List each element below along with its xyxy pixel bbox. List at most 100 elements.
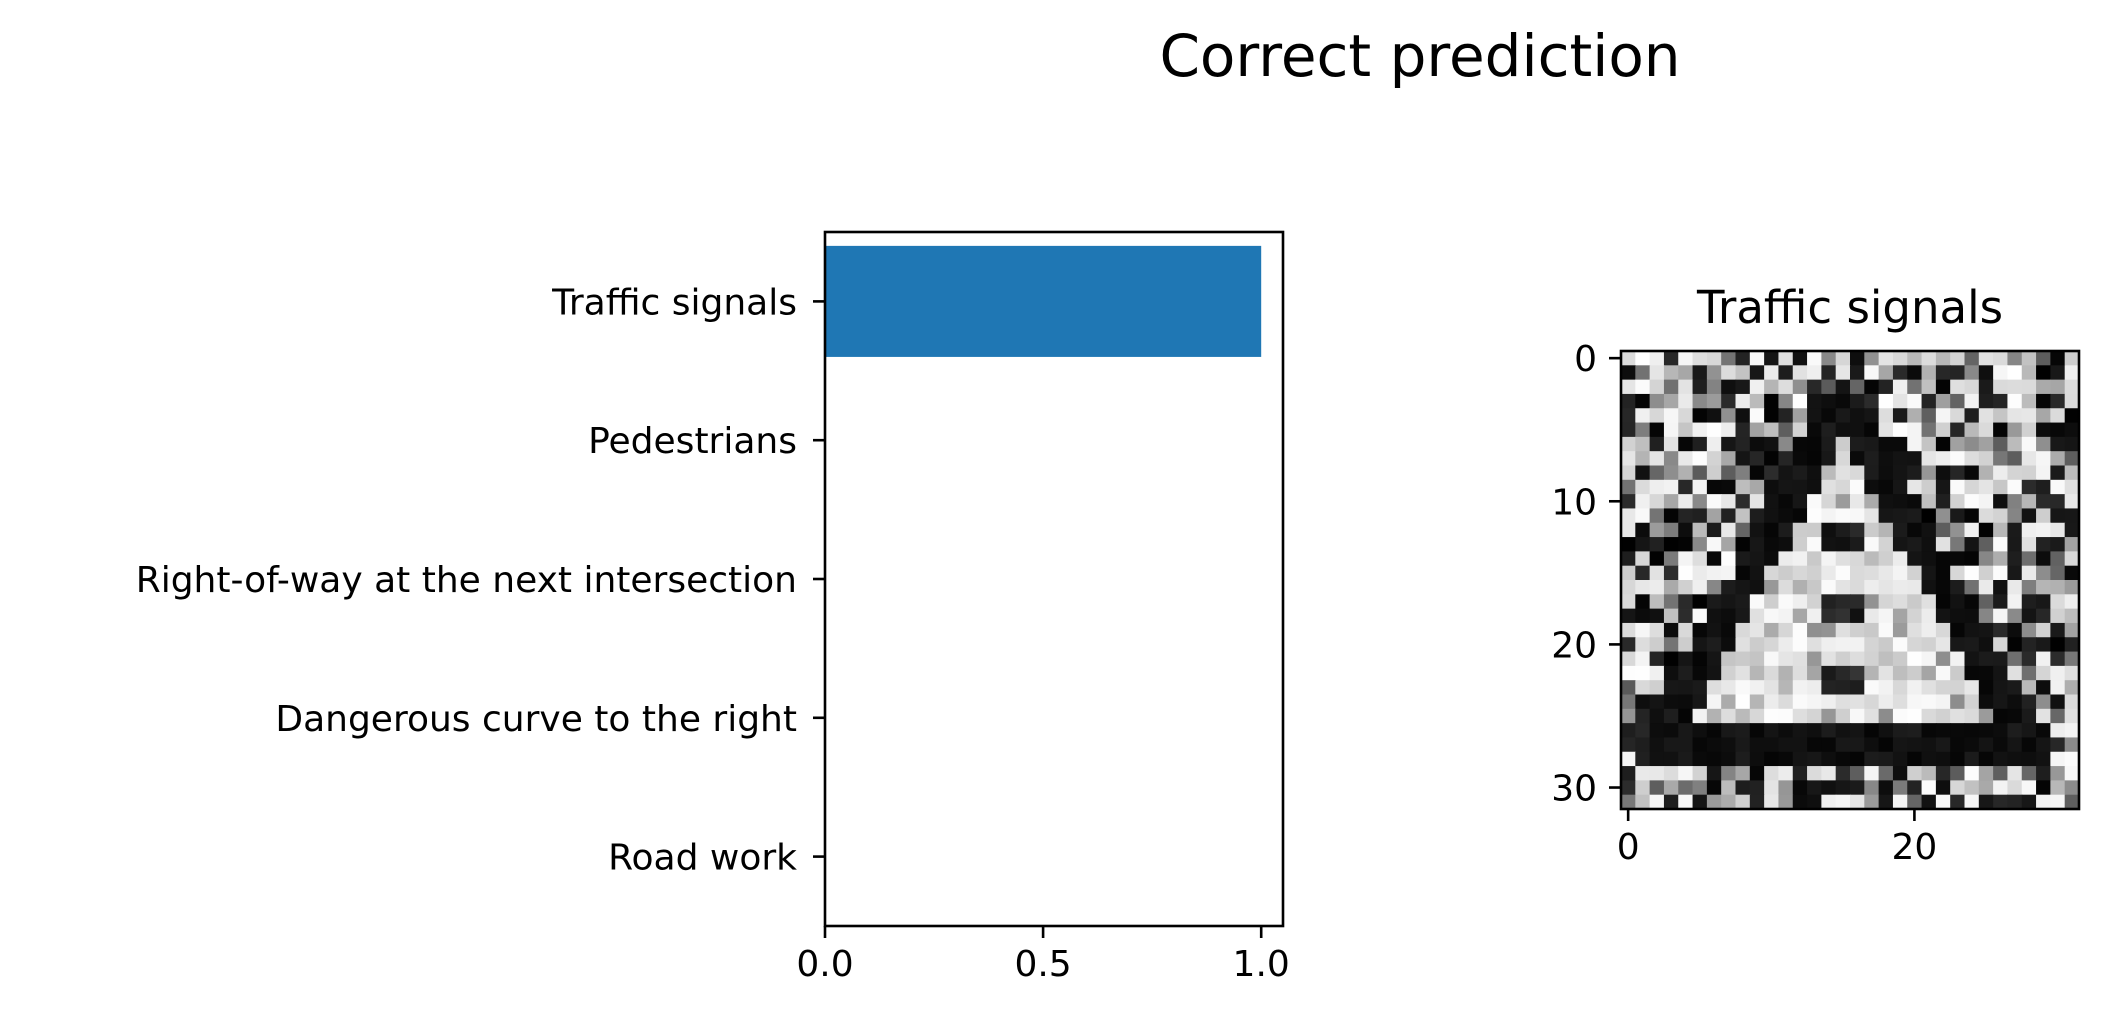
image-pixel <box>1706 766 1722 781</box>
bars-group <box>825 245 1262 357</box>
image-pixel <box>1878 351 1894 366</box>
image-pixel <box>1964 522 1980 538</box>
image-pixel <box>1892 680 1908 696</box>
image-pixel <box>1821 651 1837 667</box>
image-pixel <box>1807 422 1822 438</box>
image-pixel <box>2050 565 2066 581</box>
image-pixel <box>1692 694 1708 710</box>
image-pixel <box>1864 637 1880 653</box>
image-pixel <box>1792 351 1808 366</box>
bar-yticks-group: Traffic signals Pedestrians Right-of-way a… <box>136 282 825 879</box>
image-pixel <box>1807 465 1822 481</box>
image-pixel <box>1892 665 1908 681</box>
image-pixel <box>1950 351 1966 366</box>
image-pixel <box>2036 608 2051 624</box>
image-pixel <box>2021 651 2037 667</box>
image-pixel <box>1678 751 1694 767</box>
image-pixel <box>1692 479 1708 495</box>
image-pixel <box>2007 622 2023 638</box>
image-pixel <box>1864 465 1880 481</box>
image-pixel <box>1993 680 2009 696</box>
image-pixel <box>1835 465 1851 481</box>
image-pixel <box>1635 608 1651 624</box>
image-pixel <box>1735 379 1751 395</box>
image-pixel <box>1735 494 1751 510</box>
image-pixel <box>2036 494 2051 510</box>
image-pixel <box>1721 436 1737 452</box>
image-pixel <box>2050 694 2066 710</box>
image-pixel <box>1735 594 1751 610</box>
image-pixel <box>1978 794 1994 810</box>
image-pixel <box>2007 351 2023 366</box>
image-pixel <box>1921 665 1937 681</box>
image-pixel <box>1807 537 1822 552</box>
image-pixel <box>1635 694 1651 710</box>
image-pixel <box>1649 665 1665 681</box>
image-pixel <box>1764 608 1780 624</box>
image-pixel <box>1706 351 1722 366</box>
image-pixel <box>1649 794 1665 810</box>
image-pixel <box>1792 766 1808 781</box>
image-pixel <box>1907 651 1923 667</box>
image-pixel <box>1807 794 1822 810</box>
image-pixel <box>1864 594 1880 610</box>
image-pixel <box>1692 637 1708 653</box>
image-pixel <box>2021 708 2037 724</box>
image-pixel <box>1706 665 1722 681</box>
image-pixel <box>1907 580 1923 595</box>
image-pixel <box>1778 694 1794 710</box>
image-pixel <box>1778 608 1794 624</box>
image-pixel <box>1749 794 1765 810</box>
image-pixel <box>1792 680 1808 696</box>
image-pixel <box>1649 608 1665 624</box>
image-pixel <box>1878 680 1894 696</box>
image-pixel <box>1878 422 1894 438</box>
image-pixel <box>1935 651 1951 667</box>
image-pixel <box>1850 465 1865 481</box>
image-pixel <box>1635 665 1651 681</box>
image-pixel <box>1764 351 1780 366</box>
image-pixel <box>1892 737 1908 753</box>
image-pixel <box>1792 508 1808 524</box>
image-pixel <box>1735 465 1751 481</box>
image-pixel <box>1864 408 1880 424</box>
image-pixel <box>1864 393 1880 409</box>
image-pixel <box>1749 494 1765 510</box>
image-pixel <box>1764 479 1780 495</box>
image-pixel <box>2064 408 2080 424</box>
image-pixel <box>1907 751 1923 767</box>
image-pixel <box>1935 422 1951 438</box>
image-pixel <box>1835 436 1851 452</box>
image-pixel <box>1821 565 1837 581</box>
image-pixel <box>1964 594 1980 610</box>
bar-xticks-group: 0.0 0.5 1.0 <box>796 926 1290 985</box>
image-pixel <box>1907 508 1923 524</box>
image-pixel <box>1892 708 1908 724</box>
image-pixel <box>1850 794 1865 810</box>
image-pixel <box>2050 708 2066 724</box>
image-pixel <box>1663 408 1679 424</box>
image-pixel <box>1864 422 1880 438</box>
image-pixel <box>1850 694 1865 710</box>
image-pixel <box>1807 680 1822 696</box>
image-pixel <box>2064 537 2080 552</box>
image-pixel <box>1764 651 1780 667</box>
image-pixel <box>1621 751 1636 767</box>
image-pixel <box>1635 751 1651 767</box>
image-pixel <box>1935 751 1951 767</box>
image-pixel <box>1621 694 1636 710</box>
image-pixel <box>1978 580 1994 595</box>
image-pixel <box>1993 665 2009 681</box>
image-pixel <box>1678 422 1694 438</box>
image-pixel <box>1935 479 1951 495</box>
image-pixel <box>1964 665 1980 681</box>
image-pixel <box>1821 665 1837 681</box>
image-pixel <box>1964 737 1980 753</box>
image-pixel <box>1778 451 1794 467</box>
image-pixel <box>2036 637 2051 653</box>
image-pixel <box>1692 436 1708 452</box>
image-pixel <box>1778 565 1794 581</box>
image-pixel <box>1964 365 1980 381</box>
image-pixel <box>1993 780 2009 796</box>
image-pixel <box>1635 351 1651 366</box>
